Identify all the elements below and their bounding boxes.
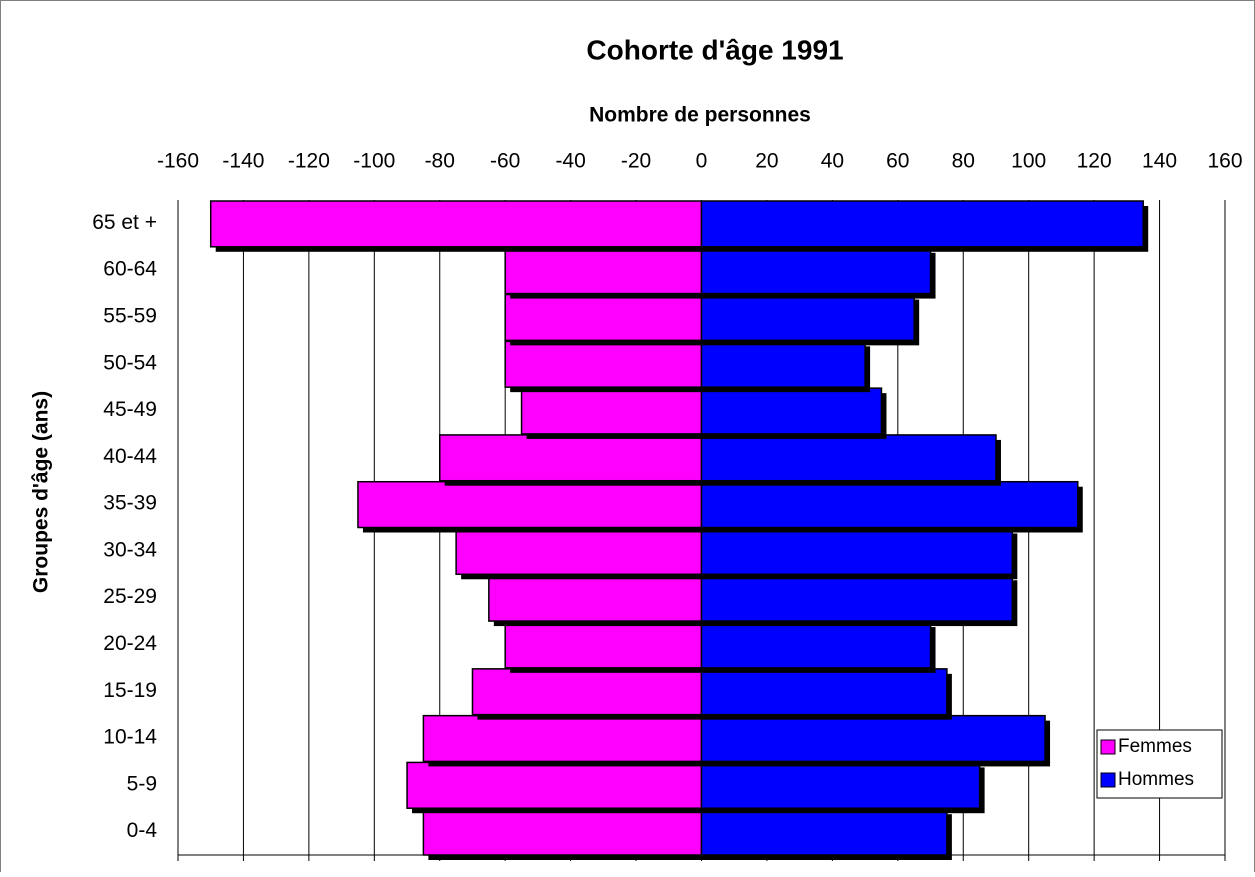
bar: [700, 714, 1046, 763]
bar: [700, 808, 948, 856]
x-tick-label: 0: [696, 150, 708, 173]
x-tick-label: 40: [821, 150, 844, 173]
x-tick-label: 140: [1142, 150, 1177, 173]
bar: [422, 714, 703, 763]
bar: [700, 621, 932, 669]
bar: [700, 527, 1014, 576]
legend-swatch: [1100, 772, 1116, 788]
bar: [700, 293, 915, 342]
x-tick-label: 20: [755, 150, 778, 173]
bar: [700, 434, 997, 482]
y-axis-title: Groupes d'âge (ans): [30, 391, 53, 593]
bar: [455, 527, 703, 576]
x-tick-label: -40: [555, 150, 585, 173]
legend-box: [1096, 729, 1223, 799]
y-tick-label: 60-64: [103, 258, 157, 281]
y-tick-label: 45-49: [103, 398, 157, 421]
y-tick-label: 65 et +: [92, 211, 157, 234]
legend-label: Hommes: [1118, 769, 1194, 790]
bar: [700, 668, 948, 716]
bar: [700, 340, 866, 388]
bar: [504, 340, 703, 388]
y-tick-label: 50-54: [103, 351, 157, 374]
x-tick-label: 60: [886, 150, 909, 173]
x-tick-label: -140: [222, 150, 264, 173]
bar: [700, 387, 883, 435]
legend-swatch: [1100, 739, 1116, 755]
legend-label: Femmes: [1118, 736, 1192, 757]
x-tick-label: -120: [288, 150, 330, 173]
bar: [520, 387, 703, 435]
y-tick-label: 25-29: [103, 585, 157, 608]
bar: [504, 247, 703, 295]
bar: [504, 621, 703, 669]
x-tick-label: 160: [1207, 150, 1242, 173]
x-tick-label: -20: [621, 150, 651, 173]
y-tick-label: 5-9: [127, 772, 157, 795]
x-tick-label: -80: [425, 150, 455, 173]
y-tick-label: 15-19: [103, 679, 157, 702]
bar: [700, 480, 1079, 529]
bar: [700, 200, 1144, 248]
x-tick-label: 80: [952, 150, 975, 173]
y-tick-label: 10-14: [103, 726, 157, 749]
bar: [357, 480, 703, 529]
bar: [406, 761, 703, 809]
x-tick-label: 100: [1011, 150, 1046, 173]
bar: [439, 434, 703, 482]
x-tick-label: -100: [353, 150, 395, 173]
y-tick-label: 35-39: [103, 492, 157, 515]
chart-title: Cohorte d'âge 1991: [586, 34, 843, 65]
bar: [422, 808, 703, 856]
x-tick-label: 120: [1077, 150, 1112, 173]
x-tick-label: -60: [490, 150, 520, 173]
bar: [700, 247, 932, 295]
x-tick-label: -160: [157, 150, 199, 173]
bar: [488, 574, 703, 622]
bar: [471, 668, 703, 716]
y-tick-label: 30-34: [103, 538, 157, 561]
x-axis-title: Nombre de personnes: [589, 104, 811, 127]
bar: [504, 293, 703, 342]
bar: [700, 761, 981, 809]
bar: [209, 200, 703, 248]
bar: [700, 574, 1014, 622]
y-tick-label: 0-4: [127, 819, 158, 842]
y-tick-label: 55-59: [103, 305, 157, 328]
y-tick-label: 40-44: [103, 445, 157, 468]
y-tick-label: 20-24: [103, 632, 157, 655]
